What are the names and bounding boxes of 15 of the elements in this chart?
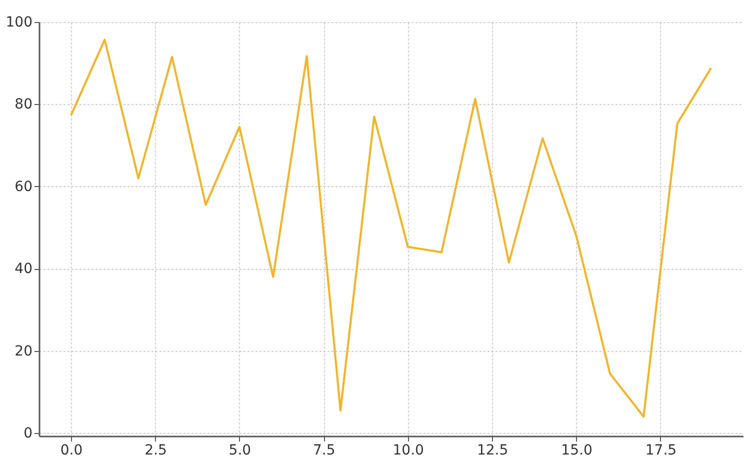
y-tick-label: 80 [14, 96, 32, 113]
x-tick-label: 0.0 [60, 442, 83, 458]
x-tick-label: 5.0 [228, 442, 252, 458]
line-series [70, 38, 712, 418]
x-tick-label: 7.5 [313, 442, 336, 458]
y-tick-label: 100 [6, 14, 32, 30]
x-tick-label: 2.5 [144, 442, 167, 458]
x-tick-label: 17.5 [645, 442, 677, 458]
x-tick-label: 15.0 [561, 442, 592, 458]
y-tick-label: 0 [24, 426, 32, 442]
y-tick-label: 20 [14, 343, 32, 360]
x-tick-label: 12.5 [476, 442, 508, 458]
y-tick-label: 40 [14, 261, 32, 278]
y-tick-label: 60 [14, 178, 32, 195]
x-tick-label: 10.0 [392, 442, 424, 458]
